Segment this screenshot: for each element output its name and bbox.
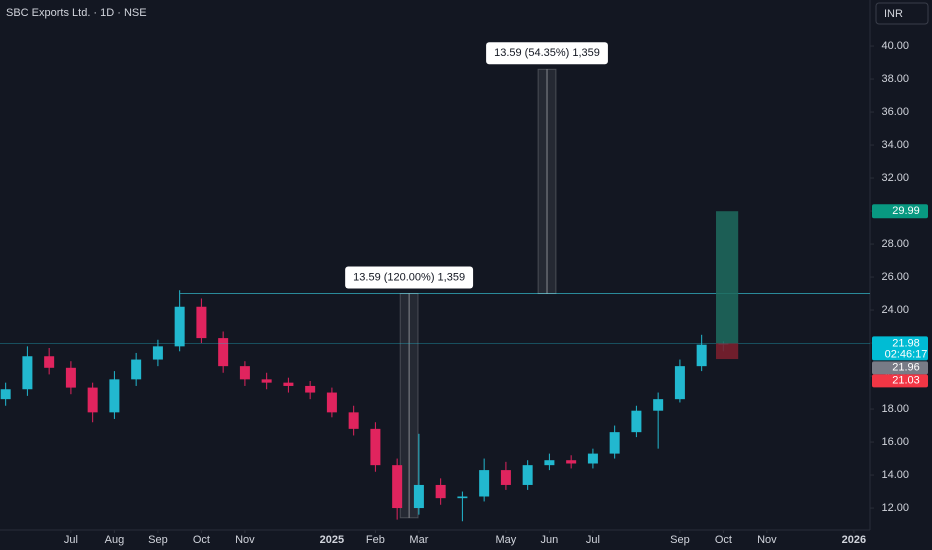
candle-body: [44, 356, 55, 368]
y-tick-label: 14.00: [881, 469, 909, 481]
candle-body: [348, 412, 359, 429]
x-tick-label: May: [496, 534, 517, 546]
candle-body: [152, 346, 163, 360]
position-stop: [716, 343, 739, 360]
candle-body: [196, 306, 207, 339]
candle-body: [587, 453, 598, 464]
price-tag-label: 21.96: [892, 361, 920, 373]
measure-label-box: [486, 42, 608, 65]
price-tag-label: 21.03: [892, 374, 920, 386]
x-tick-label: Aug: [105, 534, 125, 546]
measure-label: 13.59 (120.00%) 1,359: [353, 271, 465, 283]
x-tick-label: 2026: [842, 534, 866, 546]
candle-body: [326, 392, 337, 413]
x-tick-label: Jun: [541, 534, 559, 546]
y-tick-label: 26.00: [881, 271, 909, 283]
candle-body: [457, 496, 468, 499]
candle-body: [261, 379, 272, 383]
x-tick-label: Feb: [366, 534, 385, 546]
candle-body: [435, 484, 446, 499]
currency-button[interactable]: [875, 2, 929, 25]
y-tick-label: 38.00: [881, 73, 909, 85]
candle-body: [609, 432, 620, 454]
x-tick-label: Oct: [715, 534, 732, 546]
candle-body: [696, 344, 707, 367]
x-tick-label: Mar: [409, 534, 428, 546]
measure-label-box: [345, 266, 474, 289]
price-tag: [872, 361, 928, 375]
candle-body: [131, 359, 142, 380]
measure-label: 13.59 (54.35%) 1,359: [494, 47, 600, 59]
candle-body: [174, 306, 185, 347]
y-tick-label: 12.00: [881, 502, 909, 514]
x-tick-label: Nov: [235, 534, 255, 546]
candle-body: [65, 367, 76, 388]
candle-body: [239, 366, 250, 380]
candle-body: [305, 385, 316, 393]
y-tick-label: 32.00: [881, 172, 909, 184]
candle-body: [22, 356, 33, 390]
position-target: [716, 211, 739, 344]
candle-body: [522, 465, 533, 485]
price-tag-label: 29.99: [892, 205, 920, 217]
candle-body: [479, 470, 490, 497]
countdown-label: 02:46:17: [885, 348, 928, 360]
candle-body: [392, 465, 403, 509]
price-tag: [872, 204, 928, 219]
x-tick-label: 2025: [320, 534, 344, 546]
price-tag: [872, 336, 928, 361]
y-tick-label: 28.00: [881, 238, 909, 250]
y-tick-label: 40.00: [881, 40, 909, 52]
price-tag: [872, 374, 928, 388]
y-tick-label: 24.00: [881, 304, 909, 316]
candle-body: [0, 389, 11, 400]
candle-body: [544, 460, 555, 466]
x-tick-label: Jul: [64, 534, 78, 546]
candle-body: [566, 460, 577, 464]
y-tick-label: 16.00: [881, 436, 909, 448]
candle-body: [653, 399, 664, 411]
measure-box: [399, 293, 419, 519]
candle-body: [413, 484, 424, 509]
x-tick-label: Oct: [193, 534, 210, 546]
y-tick-label: 36.00: [881, 106, 909, 118]
x-tick-label: Sep: [148, 534, 168, 546]
y-tick-label: 34.00: [881, 139, 909, 151]
x-tick-label: Jul: [586, 534, 600, 546]
candle-body: [109, 379, 120, 413]
x-tick-label: Nov: [757, 534, 777, 546]
candle-body: [370, 428, 381, 466]
candle-body: [631, 410, 642, 433]
candle-body: [674, 366, 685, 400]
currency-label[interactable]: INR: [884, 8, 903, 20]
candle-body: [283, 382, 294, 386]
chart-title: SBC Exports Ltd. · 1D · NSE: [6, 7, 147, 19]
y-tick-label: 18.00: [881, 403, 909, 415]
x-tick-label: Sep: [670, 534, 690, 546]
measure-box: [537, 68, 557, 295]
candle-body: [500, 470, 511, 485]
price-tag-label: 21.98: [892, 337, 920, 349]
candle-body: [87, 387, 98, 413]
candle-body: [218, 338, 229, 367]
